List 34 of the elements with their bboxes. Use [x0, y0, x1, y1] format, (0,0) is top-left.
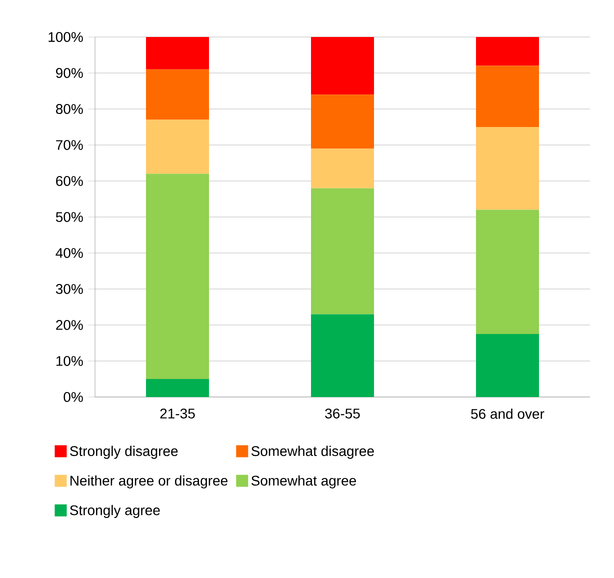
- bar: [146, 174, 209, 379]
- y-tick-label: 60%: [56, 176, 83, 186]
- y-tick-label: 70%: [56, 140, 83, 150]
- bar: [476, 36, 539, 66]
- bar: [476, 210, 539, 334]
- x-tick-label: 56 and over: [471, 408, 544, 419]
- bar: [311, 94, 374, 149]
- y-tick-label: 80%: [56, 104, 83, 114]
- y-tick-label: 40%: [56, 248, 83, 258]
- bar: [146, 69, 209, 120]
- bar: [146, 36, 209, 70]
- bar: [146, 378, 209, 397]
- bar: [311, 188, 374, 314]
- y-tick-label: 10%: [56, 356, 83, 366]
- legend-label: Strongly disagree: [70, 446, 178, 459]
- bar: [476, 334, 539, 397]
- bar: [146, 120, 209, 174]
- legend-label: Somewhat disagree: [251, 446, 374, 459]
- x-tick-label: 36-55: [325, 408, 360, 419]
- y-tick-label: 100%: [48, 32, 83, 42]
- legend-label: Strongly agree: [70, 504, 160, 518]
- legend-label: Somewhat agree: [251, 475, 356, 488]
- bar: [311, 314, 374, 397]
- x-tick-label: 21-35: [160, 408, 195, 419]
- y-tick-label: 20%: [56, 320, 83, 330]
- bar: [311, 148, 374, 188]
- y-tick-label: 50%: [56, 212, 83, 222]
- y-tick-label: 30%: [56, 284, 83, 294]
- y-tick-label: 0%: [64, 392, 83, 402]
- bar: [476, 66, 539, 127]
- legend-label: Neither agree or disagree: [70, 475, 228, 488]
- bar: [311, 36, 374, 95]
- y-tick-label: 90%: [56, 68, 83, 78]
- bar: [476, 126, 539, 210]
